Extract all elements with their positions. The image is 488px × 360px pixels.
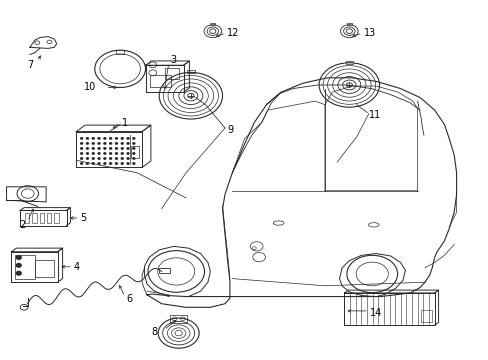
Circle shape (127, 158, 129, 159)
Circle shape (86, 143, 88, 144)
Text: 4: 4 (74, 262, 80, 272)
Bar (15, 255, 35, 279)
Bar (187, 71, 194, 73)
Circle shape (133, 138, 135, 139)
Text: 1: 1 (122, 118, 127, 128)
Text: 14: 14 (369, 308, 382, 318)
Circle shape (103, 163, 105, 164)
Bar (116, 50, 124, 54)
Circle shape (109, 153, 111, 154)
Circle shape (98, 153, 100, 154)
Circle shape (103, 158, 105, 159)
Circle shape (121, 163, 123, 164)
Circle shape (109, 163, 111, 164)
Circle shape (133, 143, 135, 144)
Circle shape (115, 148, 117, 149)
Bar (131, 146, 139, 158)
Circle shape (121, 138, 123, 139)
Text: 9: 9 (227, 125, 233, 135)
Circle shape (16, 271, 21, 275)
Circle shape (81, 148, 82, 149)
Text: 13: 13 (363, 28, 375, 38)
Circle shape (103, 143, 105, 144)
Circle shape (127, 153, 129, 154)
Circle shape (133, 158, 135, 159)
Text: 8: 8 (152, 327, 158, 337)
Bar (32, 213, 37, 223)
Circle shape (109, 148, 111, 149)
Circle shape (81, 158, 82, 159)
Circle shape (121, 158, 123, 159)
Circle shape (133, 153, 135, 154)
Circle shape (86, 138, 88, 139)
Text: 11: 11 (368, 110, 381, 120)
Text: 2: 2 (19, 220, 25, 230)
Circle shape (98, 163, 100, 164)
Bar (346, 23, 351, 25)
Circle shape (16, 264, 21, 267)
Circle shape (127, 148, 129, 149)
Bar (345, 61, 352, 63)
Circle shape (86, 163, 88, 164)
Circle shape (16, 256, 21, 259)
Bar (47, 213, 51, 223)
Circle shape (115, 158, 117, 159)
Circle shape (115, 138, 117, 139)
Circle shape (103, 138, 105, 139)
Circle shape (92, 158, 94, 159)
Bar (40, 213, 44, 223)
Bar (150, 75, 171, 87)
Circle shape (103, 153, 105, 154)
Circle shape (109, 143, 111, 144)
Circle shape (86, 148, 88, 149)
Circle shape (103, 148, 105, 149)
Circle shape (109, 138, 111, 139)
Bar (35, 260, 54, 277)
Circle shape (81, 138, 82, 139)
Circle shape (92, 143, 94, 144)
Text: 6: 6 (126, 294, 132, 304)
Bar (210, 23, 215, 25)
Circle shape (127, 143, 129, 144)
Circle shape (92, 153, 94, 154)
Circle shape (98, 143, 100, 144)
Circle shape (98, 138, 100, 139)
Circle shape (81, 143, 82, 144)
Bar (159, 268, 169, 273)
Circle shape (81, 153, 82, 154)
Circle shape (86, 153, 88, 154)
Text: 10: 10 (83, 82, 96, 93)
Circle shape (98, 148, 100, 149)
Circle shape (81, 163, 82, 164)
Circle shape (133, 163, 135, 164)
Circle shape (86, 158, 88, 159)
Circle shape (115, 143, 117, 144)
Circle shape (127, 138, 129, 139)
Circle shape (133, 148, 135, 149)
Circle shape (98, 158, 100, 159)
Text: 3: 3 (170, 55, 176, 65)
Bar (170, 315, 186, 323)
Circle shape (109, 158, 111, 159)
Text: 7: 7 (27, 60, 34, 70)
Circle shape (92, 148, 94, 149)
Bar (420, 310, 431, 321)
Text: 5: 5 (81, 213, 87, 223)
Circle shape (121, 153, 123, 154)
Circle shape (127, 163, 129, 164)
Circle shape (92, 163, 94, 164)
Circle shape (121, 143, 123, 144)
Circle shape (115, 163, 117, 164)
Circle shape (121, 148, 123, 149)
Text: 12: 12 (227, 28, 239, 38)
Bar (54, 213, 59, 223)
Bar (25, 213, 29, 223)
Bar (164, 68, 179, 79)
Circle shape (115, 153, 117, 154)
Circle shape (92, 138, 94, 139)
